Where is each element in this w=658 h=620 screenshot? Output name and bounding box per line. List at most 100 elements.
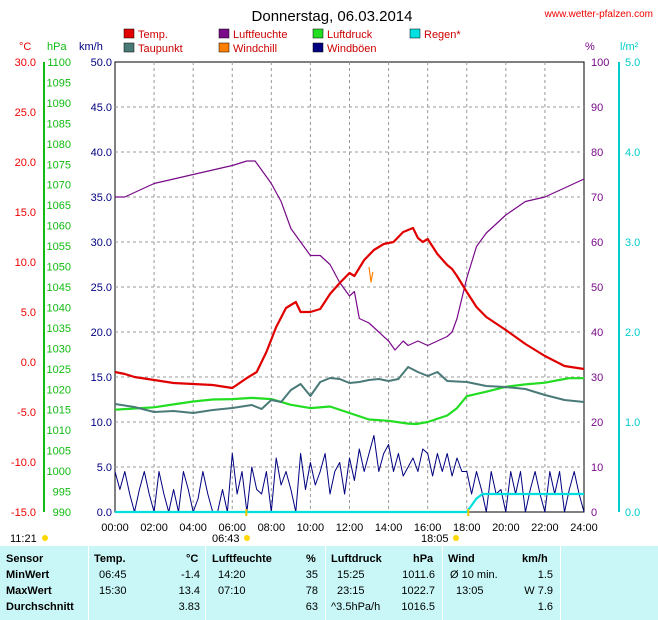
legend: Temp. Luftfeuchte Luftdruck Regen* Taupunkt W… (123, 28, 461, 55)
header-druck-unit: hPa (413, 553, 434, 565)
header-feuchte-unit: % (306, 553, 316, 565)
pressure-axis-tick-label: 1100 (47, 57, 71, 69)
pressure-axis-tick-label: 1095 (47, 77, 71, 89)
humidity-axis-tick-label: 50 (591, 282, 603, 294)
header-temp: Temp. (94, 553, 126, 565)
x-tick-label: 00:00 (101, 522, 129, 534)
pressure-axis-tick-label: 1000 (47, 466, 71, 478)
sun-icon (453, 535, 459, 541)
x-tick-label: 24:00 (570, 522, 598, 534)
legend-label: Temp. (138, 29, 168, 41)
legend-swatch (409, 28, 421, 39)
chart-title: Donnerstag, 06.03.2014 (252, 8, 413, 25)
temp-axis-tick-label: 15.0 (15, 207, 36, 219)
header-druck: Luftdruck (331, 553, 382, 565)
pressure-axis-tick-label: 1010 (47, 425, 71, 437)
x-tick-label: 16:00 (414, 522, 442, 534)
wind-axis-tick-label: 35.0 (91, 192, 112, 204)
legend-label: Taupunkt (138, 43, 183, 55)
temp-axis-tick-label: 30.0 (15, 57, 36, 69)
pressure-axis-tick-label: 1090 (47, 98, 71, 110)
series-line-regen (115, 492, 584, 514)
legend-swatch (312, 28, 324, 39)
header-sensor: Sensor (6, 553, 44, 565)
header-temp-unit: °C (186, 553, 199, 565)
pressure-axis-tick-label: 995 (53, 487, 71, 499)
axis-unit-labels: °C hPa km/h% l/m² (19, 41, 639, 53)
humidity-axis-tick-label: 80 (591, 147, 603, 159)
rain-axis-tick-label: 4.0 (625, 147, 640, 159)
rain-axis-tick-label: 1.0 (625, 417, 640, 429)
rain-unit-label: l/m² (620, 41, 639, 53)
humidity-axis-tick-label: 40 (591, 327, 603, 339)
wind-unit-label: km/h (79, 41, 103, 53)
pressure-axis-tick-label: 1030 (47, 343, 71, 355)
temp-axis-tick-label: 25.0 (15, 107, 36, 119)
weather-chart: Donnerstag, 06.03.2014 www.wetter-pfalze… (10, 8, 653, 545)
legend-swatch (123, 28, 135, 39)
pressure-axis-tick-label: 1050 (47, 262, 71, 274)
series-line-luftfeuchte (115, 160, 585, 351)
pressure-axis-tick-label: 1085 (47, 118, 71, 130)
humidity-axis-tick-label: 90 (591, 102, 603, 114)
pressure-axis-tick-label: 1065 (47, 200, 71, 212)
humidity-axis-tick-label: 20 (591, 417, 603, 429)
humidity-axis-tick-label: 10 (591, 462, 603, 474)
axes: 30.0 25.0 20.0 15.0 10.0 5.0 0.0 -5.0 -10.0 -15.0… (11, 57, 640, 519)
legend-label: Windböen (327, 43, 377, 55)
pressure-axis-tick-label: 1070 (47, 180, 71, 192)
header-wind: Wind (448, 553, 475, 565)
x-tick-label: 08:00 (258, 522, 286, 534)
x-tick-label: 10:00 (297, 522, 325, 534)
humidity-unit-label: % (585, 41, 595, 53)
sun-event-label: 06:43 (212, 533, 240, 545)
rain-axis-tick-label: 2.0 (625, 327, 640, 339)
pressure-axis-tick-label: 1040 (47, 302, 71, 314)
humidity-axis-tick-label: 100 (591, 57, 609, 69)
legend-swatch (218, 42, 230, 53)
rain-axis-tick-label: 5.0 (625, 57, 640, 69)
humidity-axis-tick-label: 70 (591, 192, 603, 204)
sun-icon (42, 535, 48, 541)
pressure-axis-tick-label: 1005 (47, 446, 71, 458)
series-line-taupunkt (114, 366, 585, 414)
wind-axis-tick-label: 25.0 (91, 282, 112, 294)
rain-axis-tick-label: 3.0 (625, 237, 640, 249)
pressure-axis-tick-label: 1075 (47, 159, 71, 171)
source-link[interactable]: www.wetter-pfalzen.com (544, 9, 653, 20)
legend-label: Luftdruck (327, 29, 373, 41)
x-tick-label: 06:00 (218, 522, 246, 534)
pressure-unit-label: hPa (47, 41, 67, 53)
header-wind-unit: km/h (522, 553, 548, 565)
legend-swatch (218, 28, 230, 39)
temp-axis-tick-label: 20.0 (15, 157, 36, 169)
x-tick-label: 02:00 (140, 522, 168, 534)
sun-icon (244, 535, 250, 541)
temp-axis-tick-label: -10.0 (11, 457, 36, 469)
pressure-axis-tick-label: 1055 (47, 241, 71, 253)
pressure-axis-tick-label: 1080 (47, 139, 71, 151)
series-line-luftdruck (114, 377, 584, 426)
x-tick-label: 18:00 (453, 522, 481, 534)
data-series (114, 160, 585, 514)
wind-axis-tick-label: 0.0 (97, 507, 112, 519)
x-tick-label: 20:00 (492, 522, 520, 534)
sun-events: 11:21 06:43 18:05 (10, 509, 470, 545)
wind-axis-tick-label: 40.0 (91, 147, 112, 159)
x-axis: 00:00 02:00 04:00 06:00 08:00 10:00 12:00 14:00… (101, 522, 598, 534)
temp-axis-tick-label: -15.0 (11, 507, 36, 519)
header-feuchte: Luftfeuchte (212, 553, 272, 565)
x-tick-label: 14:00 (375, 522, 403, 534)
rain-axis-tick-label: 0.0 (625, 507, 640, 519)
legend-label: Regen* (424, 29, 461, 41)
pressure-axis-tick-label: 1015 (47, 405, 71, 417)
temp-axis-tick-label: 0.0 (21, 357, 36, 369)
pressure-axis-tick-label: 1045 (47, 282, 71, 294)
wind-axis-tick-label: 5.0 (97, 462, 112, 474)
wind-axis-tick-label: 50.0 (91, 57, 112, 69)
pressure-axis-tick-label: 1060 (47, 221, 71, 233)
wind-axis-tick-label: 20.0 (91, 327, 112, 339)
legend-label: Windchill (233, 43, 277, 55)
pressure-axis-tick-label: 990 (53, 507, 71, 519)
wind-axis-tick-label: 10.0 (91, 417, 112, 429)
